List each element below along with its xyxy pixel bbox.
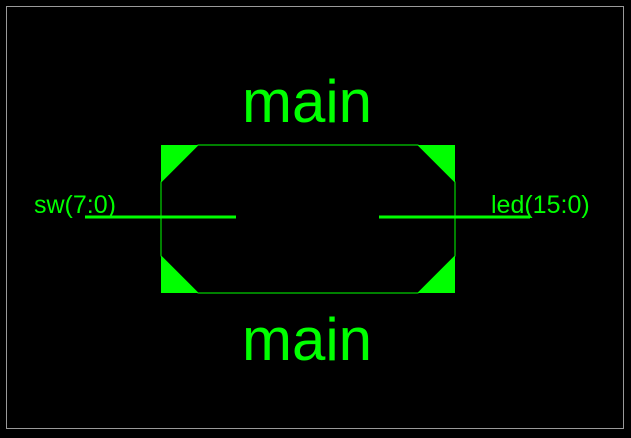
page-frame — [6, 6, 624, 429]
symbol-name-bottom: main — [242, 306, 372, 373]
output-port-label: led(15:0) — [491, 191, 590, 219]
output-port-led[interactable]: led(15:0) — [379, 191, 590, 219]
corner-fill-bottom-left — [161, 256, 198, 293]
corner-fill-top-left — [161, 145, 198, 182]
input-port-sw[interactable]: sw(7:0) — [34, 191, 236, 219]
corner-fill-top-right — [418, 145, 455, 182]
main-symbol[interactable]: main main — [160, 68, 456, 373]
symbol-name-top: main — [242, 68, 372, 135]
input-port-label: sw(7:0) — [34, 191, 116, 219]
corner-fill-bottom-right — [418, 256, 455, 293]
